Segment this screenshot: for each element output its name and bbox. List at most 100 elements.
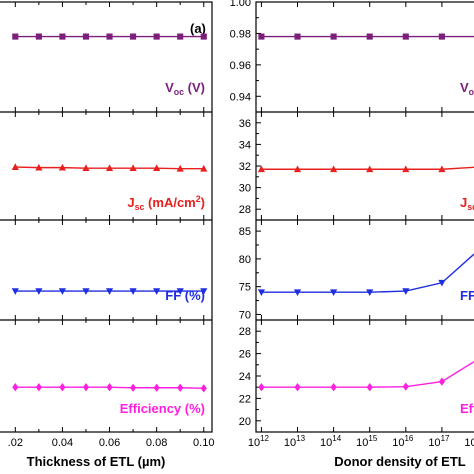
left-data-point bbox=[129, 164, 137, 172]
right-data-point bbox=[330, 289, 338, 297]
left-data-point bbox=[200, 384, 207, 393]
right-x-tick-label: 1014 bbox=[320, 434, 342, 449]
left-data-point bbox=[35, 383, 42, 392]
right-x-tick-label: 1016 bbox=[392, 434, 414, 449]
right-y-tick-label: 26 bbox=[239, 349, 251, 361]
right-data-point bbox=[402, 165, 410, 173]
left-data-point bbox=[176, 288, 184, 295]
left-data-point bbox=[153, 288, 161, 295]
right-data-point bbox=[330, 383, 337, 392]
right-x-tick-label: 1012 bbox=[248, 434, 270, 449]
left-data-point bbox=[130, 33, 137, 40]
left-data-point bbox=[82, 164, 90, 172]
right-data-point bbox=[294, 383, 301, 392]
left-data-point bbox=[11, 288, 19, 295]
left-x-tick-label: 0.08 bbox=[146, 437, 167, 449]
right-y-tick-label: 1.00 bbox=[230, 0, 251, 9]
right-y-tick-label: 0.98 bbox=[230, 28, 251, 40]
right-y-tick-label: 36 bbox=[239, 118, 251, 130]
left-data-point bbox=[177, 33, 184, 40]
left-x-tick-label: .02 bbox=[8, 437, 23, 449]
right-data-point bbox=[293, 289, 302, 297]
right-data-point bbox=[438, 165, 446, 173]
right-x-tick-label: 1013 bbox=[284, 434, 306, 449]
panel-label: (a) bbox=[190, 21, 206, 36]
left-data-point bbox=[35, 163, 43, 171]
left-data-point bbox=[59, 383, 66, 392]
right-y-tick-label: 24 bbox=[239, 371, 251, 383]
right-series-label: FF bbox=[460, 288, 474, 303]
right-y-tick-label: 70 bbox=[239, 309, 251, 321]
right-data-point bbox=[330, 33, 337, 40]
left-series-label: Efficiency (%) bbox=[120, 401, 205, 416]
left-data-point bbox=[106, 383, 113, 392]
right-y-tick-label: 0.96 bbox=[230, 60, 251, 72]
right-data-point bbox=[438, 33, 445, 40]
left-x-axis-title: Thickness of ETL (µm) bbox=[27, 454, 166, 469]
right-data-point bbox=[366, 165, 374, 173]
right-y-tick-label: 20 bbox=[239, 416, 251, 428]
right-x-axis-title: Donor density of ETL bbox=[334, 454, 466, 469]
right-data-point bbox=[258, 33, 265, 40]
right-data-point bbox=[258, 383, 265, 392]
right-panel-frame bbox=[255, 1, 474, 433]
left-panel-frame bbox=[0, 1, 213, 433]
left-data-point bbox=[200, 164, 208, 172]
left-data-point bbox=[153, 33, 160, 40]
left-data-point bbox=[153, 164, 161, 172]
right-y-tick-label: 28 bbox=[239, 326, 251, 338]
left-x-tick-label: 0.10 bbox=[193, 437, 214, 449]
right-x-tick-label: 1018 bbox=[464, 434, 474, 449]
right-y-tick-label: 85 bbox=[239, 226, 251, 238]
right-x-tick-label: 1017 bbox=[428, 434, 450, 449]
left-data-point bbox=[176, 164, 184, 172]
left-data-point bbox=[82, 288, 90, 295]
left-data-point bbox=[58, 163, 67, 171]
right-data-point bbox=[366, 33, 373, 40]
right-y-tick-label: 0.94 bbox=[230, 91, 251, 103]
right-data-point bbox=[402, 288, 410, 295]
left-data-point bbox=[82, 383, 90, 392]
left-data-point bbox=[200, 288, 208, 295]
left-data-point bbox=[11, 163, 19, 170]
right-data-point bbox=[366, 383, 373, 392]
left-data-point bbox=[82, 33, 90, 40]
left-data-point bbox=[129, 288, 137, 295]
left-data-point bbox=[105, 164, 114, 172]
left-data-point bbox=[59, 33, 66, 40]
right-y-tick-label: 30 bbox=[239, 183, 251, 195]
right-x-tick-label: 1015 bbox=[356, 434, 378, 449]
left-data-point bbox=[200, 33, 207, 40]
right-y-tick-label: 34 bbox=[239, 139, 251, 151]
right-data-point bbox=[257, 165, 266, 173]
left-x-tick-label: 0.04 bbox=[52, 437, 73, 449]
right-data-point bbox=[438, 377, 445, 386]
left-data-point bbox=[106, 33, 113, 40]
left-data-point bbox=[130, 383, 137, 392]
left-series-label: Voc (V) bbox=[165, 80, 205, 97]
right-data-point bbox=[293, 165, 302, 173]
right-y-tick-label: 32 bbox=[239, 161, 251, 173]
left-data-point bbox=[12, 33, 19, 40]
right-data-point bbox=[366, 289, 374, 297]
right-y-tick-label: 28 bbox=[239, 204, 251, 216]
left-data-point bbox=[35, 33, 42, 40]
right-y-tick-label: 22 bbox=[239, 393, 251, 405]
left-series-label: Jsc (mA/cm2) bbox=[127, 194, 205, 212]
right-series-label: Jsc bbox=[460, 195, 474, 212]
right-series-label: Voc bbox=[460, 80, 474, 97]
right-data-point bbox=[257, 289, 266, 297]
right-series-label: Effi bbox=[460, 401, 474, 416]
right-data-point bbox=[402, 33, 409, 40]
left-data-point bbox=[12, 383, 19, 392]
right-data-point bbox=[402, 382, 409, 391]
left-data-point bbox=[177, 383, 184, 392]
left-series-label: FF (%) bbox=[165, 288, 205, 303]
left-data-point bbox=[105, 288, 114, 295]
left-data-point bbox=[58, 288, 67, 295]
right-data-point bbox=[438, 279, 446, 287]
left-data-point bbox=[35, 288, 43, 295]
right-y-tick-label: 80 bbox=[239, 254, 251, 266]
left-x-tick-label: 0.06 bbox=[99, 437, 120, 449]
